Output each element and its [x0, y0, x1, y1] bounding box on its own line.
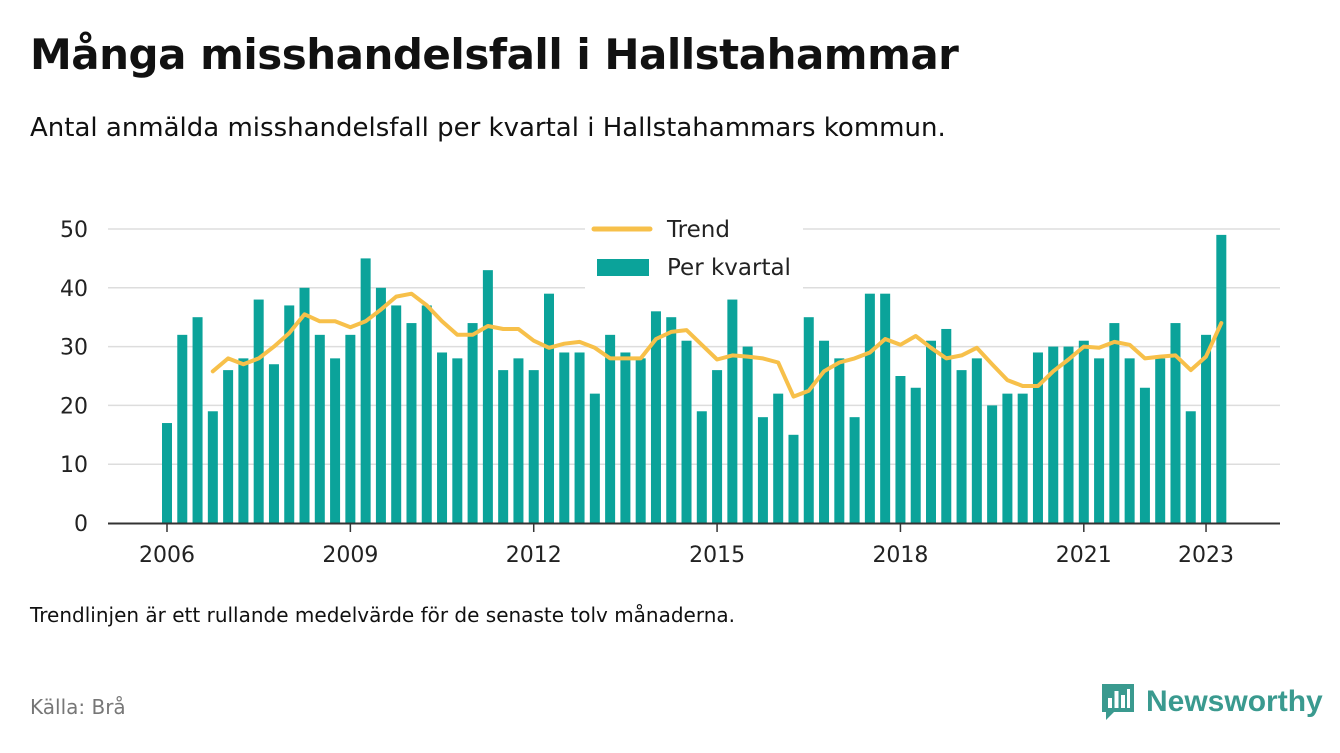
bar: [819, 340, 830, 523]
chart-title: Många misshandelsfall i Hallstahammar: [30, 30, 959, 79]
bar: [177, 334, 188, 523]
bar: [207, 411, 218, 523]
bar: [1216, 234, 1227, 523]
bar: [895, 376, 906, 523]
bar: [650, 311, 661, 523]
bar: [391, 305, 402, 523]
bar: [1185, 411, 1196, 523]
legend-bar-label: Per kvartal: [667, 255, 791, 281]
y-tick-label: 40: [60, 277, 88, 302]
bar: [345, 334, 356, 523]
bar: [544, 293, 554, 523]
y-tick-label: 50: [60, 218, 88, 243]
bar: [192, 317, 203, 523]
bar: [910, 387, 921, 523]
bar: [941, 328, 952, 523]
bar: [528, 370, 539, 523]
bar: [1002, 393, 1013, 523]
bar: [773, 393, 784, 523]
legend-trend-label: Trend: [666, 217, 730, 243]
bar: [1063, 346, 1074, 523]
bar: [1032, 352, 1043, 523]
bar: [696, 411, 707, 523]
bar: [406, 323, 417, 523]
newsworthy-logo-icon: [1102, 684, 1134, 720]
bar: [987, 405, 998, 523]
bar: [253, 299, 264, 523]
bar: [1170, 323, 1181, 523]
bar: [971, 358, 982, 523]
bar: [482, 270, 493, 523]
bar: [330, 358, 341, 523]
bar: [223, 370, 234, 523]
bar: [421, 305, 432, 523]
bar: [757, 417, 768, 523]
x-tick-label: 2006: [139, 543, 195, 568]
bar: [375, 287, 386, 523]
bar: [1201, 334, 1212, 523]
bar: [788, 434, 799, 523]
bar: [742, 346, 753, 523]
bar: [834, 358, 845, 523]
brand-name: Newsworthy: [1146, 685, 1323, 718]
x-tick-label: 2018: [872, 543, 928, 568]
bar: [712, 370, 723, 523]
chart-canvas: 0 10 20 30 40 50 2006 2009 2012 2015 2018 2021 2023 T…: [60, 210, 1280, 568]
x-tick-label: 2023: [1178, 543, 1234, 568]
chart-subtitle: Antal anmälda misshandelsfall per kvarta…: [30, 113, 946, 143]
bar: [864, 293, 875, 523]
x-tick-label: 2015: [689, 543, 745, 568]
bar: [1124, 358, 1135, 523]
x-tick-label: 2021: [1056, 543, 1112, 568]
bar: [559, 352, 570, 523]
y-tick-label: 10: [60, 453, 88, 478]
y-tick-label: 30: [60, 336, 88, 361]
legend-bar-swatch: [597, 259, 649, 276]
bar: [314, 334, 325, 523]
bar: [1048, 346, 1059, 523]
bar: [513, 358, 524, 523]
bar: [1139, 387, 1150, 523]
bar: [1078, 340, 1089, 523]
brand-logo[interactable]: Newsworthy: [1100, 682, 1323, 722]
bar: [299, 287, 310, 523]
bar: [880, 293, 891, 523]
trend-footnote: Trendlinjen är ett rullande medelvärde f…: [30, 603, 736, 627]
y-tick-label: 0: [74, 512, 88, 537]
bar: [666, 317, 677, 523]
x-tick-label: 2009: [322, 543, 378, 568]
bar: [1109, 323, 1120, 523]
bar: [589, 393, 600, 523]
bar: [926, 340, 936, 523]
x-tick-label: 2012: [506, 543, 562, 568]
bar: [452, 358, 463, 523]
bar: [605, 334, 616, 523]
source-label: Källa: Brå: [30, 695, 126, 719]
bar: [1155, 358, 1166, 523]
bar: [574, 352, 585, 523]
trend-line: [210, 291, 1224, 399]
bar: [635, 358, 646, 523]
bar: [803, 317, 814, 523]
bar: [498, 370, 509, 523]
bar: [437, 352, 448, 523]
bar: [238, 358, 249, 523]
bar: [1017, 393, 1028, 523]
bar: [620, 352, 631, 523]
bar: [727, 299, 738, 523]
bar: [467, 323, 478, 523]
bar: [360, 258, 371, 523]
bar: [162, 423, 172, 523]
y-tick-label: 20: [60, 394, 88, 419]
bar: [1094, 358, 1105, 523]
bar: [284, 305, 295, 523]
bar: [956, 370, 967, 523]
bar: [849, 417, 860, 523]
bar: [681, 340, 692, 523]
bar: [268, 364, 279, 523]
legend-box: [585, 210, 803, 290]
